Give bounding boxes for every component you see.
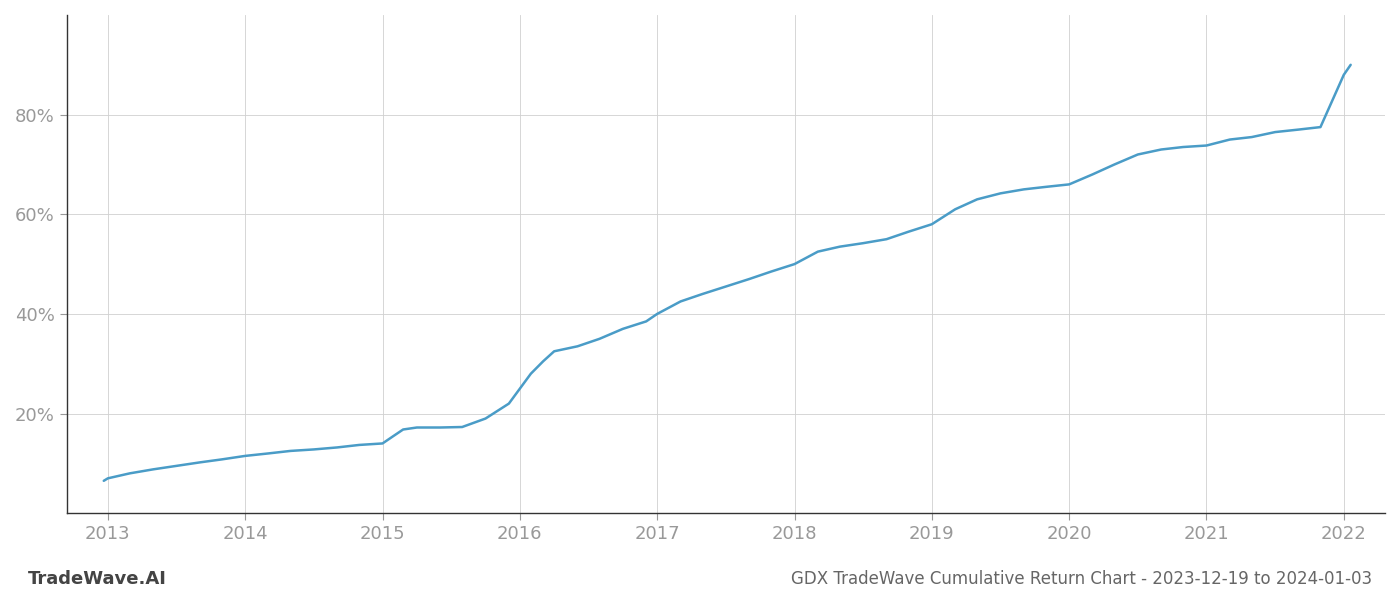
Text: GDX TradeWave Cumulative Return Chart - 2023-12-19 to 2024-01-03: GDX TradeWave Cumulative Return Chart - … [791,570,1372,588]
Text: TradeWave.AI: TradeWave.AI [28,570,167,588]
